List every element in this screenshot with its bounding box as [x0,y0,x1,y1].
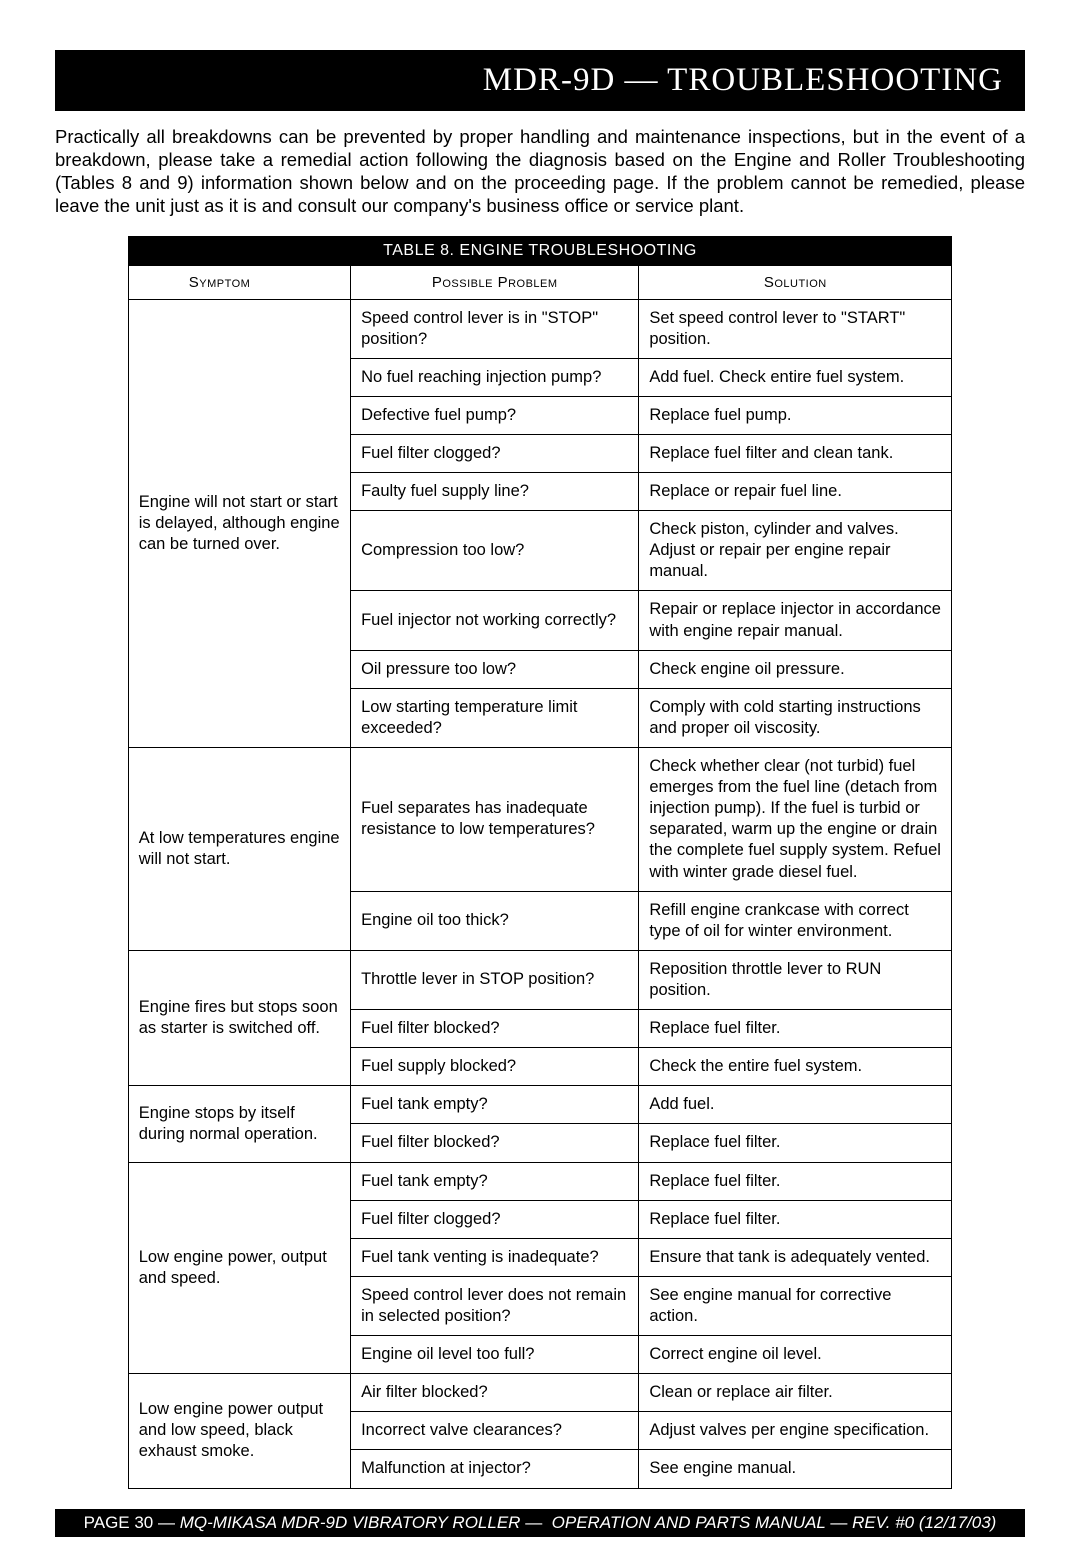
cell-solution: Check the entire fuel system. [639,1048,952,1086]
table-row: Engine will not start or start is delaye… [128,299,952,358]
page-container: MDR-9D — TROUBLESHOOTING Practically all… [0,0,1080,1567]
footer-sep2: — [525,1513,551,1532]
footer-sep3: — [830,1513,852,1532]
cell-solution: Reposition throttle lever to RUN positio… [639,950,952,1009]
footer-page: PAGE 30 [84,1513,154,1532]
cell-problem: Engine oil level too full? [351,1336,639,1374]
cell-solution: Set speed control lever to "START" posit… [639,299,952,358]
footer-sep1: — [158,1513,180,1532]
table-row: Engine stops by itself during normal ope… [128,1086,952,1124]
cell-symptom: Low engine power, output and speed. [128,1162,350,1374]
table-row: Low engine power output and low speed, b… [128,1374,952,1412]
cell-solution: Replace fuel filter and clean tank. [639,434,952,472]
page-footer: PAGE 30 — MQ-MIKASA MDR-9D VIBRATORY ROL… [55,1509,1025,1537]
header-problem: Possible Problem [351,265,639,299]
cell-solution: Refill engine crankcase with correct typ… [639,891,952,950]
cell-solution: Replace or repair fuel line. [639,473,952,511]
cell-symptom: Engine stops by itself during normal ope… [128,1086,350,1162]
cell-problem: Fuel filter blocked? [351,1010,639,1048]
cell-solution: Correct engine oil level. [639,1336,952,1374]
cell-problem: Speed control lever is in "STOP" positio… [351,299,639,358]
cell-solution: See engine manual. [639,1450,952,1488]
cell-symptom: Low engine power output and low speed, b… [128,1374,350,1488]
cell-problem: Defective fuel pump? [351,396,639,434]
cell-solution: Check engine oil pressure. [639,650,952,688]
cell-problem: Fuel filter blocked? [351,1124,639,1162]
cell-problem: Air filter blocked? [351,1374,639,1412]
table-caption: TABLE 8. ENGINE TROUBLESHOOTING [128,236,953,265]
cell-problem: Malfunction at injector? [351,1450,639,1488]
cell-symptom: At low temperatures engine will not star… [128,748,350,951]
cell-problem: Compression too low? [351,511,639,591]
cell-solution: Add fuel. Check entire fuel system. [639,358,952,396]
table-row: Engine fires but stops soon as starter i… [128,950,952,1009]
cell-problem: Faulty fuel supply line? [351,473,639,511]
cell-solution: Check whether clear (not turbid) fuel em… [639,748,952,892]
table-row: At low temperatures engine will not star… [128,748,952,892]
cell-problem: Fuel tank empty? [351,1086,639,1124]
cell-symptom: Engine fires but stops soon as starter i… [128,950,350,1085]
cell-solution: Adjust valves per engine specification. [639,1412,952,1450]
engine-troubleshooting-table: TABLE 8. ENGINE TROUBLESHOOTING Symptom … [128,236,953,1489]
page-title-bar: MDR-9D — TROUBLESHOOTING [55,50,1025,111]
cell-problem: Fuel filter clogged? [351,1200,639,1238]
table-row: Low engine power, output and speed.Fuel … [128,1162,952,1200]
cell-solution: Check piston, cylinder and valves. Adjus… [639,511,952,591]
cell-problem: Fuel tank empty? [351,1162,639,1200]
cell-solution: Repair or replace injector in accordance… [639,591,952,650]
footer-product: MQ-MIKASA MDR-9D VIBRATORY ROLLER [180,1513,521,1532]
cell-problem: Fuel injector not working correctly? [351,591,639,650]
table-wrapper: TABLE 8. ENGINE TROUBLESHOOTING Symptom … [128,236,953,1489]
cell-problem: Fuel tank venting is inadequate? [351,1238,639,1276]
footer-rev: REV. #0 (12/17/03) [852,1513,996,1532]
intro-paragraph: Practically all breakdowns can be preven… [55,125,1025,218]
cell-problem: Oil pressure too low? [351,650,639,688]
table-header-row: Symptom Possible Problem Solution [128,265,952,299]
cell-solution: Replace fuel filter. [639,1124,952,1162]
cell-problem: No fuel reaching injection pump? [351,358,639,396]
cell-problem: Speed control lever does not remain in s… [351,1276,639,1335]
cell-solution: See engine manual for corrective action. [639,1276,952,1335]
header-solution: Solution [639,265,952,299]
cell-problem: Engine oil too thick? [351,891,639,950]
cell-solution: Comply with cold starting instructions a… [639,688,952,747]
table-body: Engine will not start or start is delaye… [128,299,952,1488]
cell-problem: Incorrect valve clearances? [351,1412,639,1450]
cell-solution: Replace fuel filter. [639,1010,952,1048]
footer-manual: OPERATION AND PARTS MANUAL [552,1513,826,1532]
cell-solution: Ensure that tank is adequately vented. [639,1238,952,1276]
cell-problem: Throttle lever in STOP position? [351,950,639,1009]
cell-problem: Fuel supply blocked? [351,1048,639,1086]
cell-solution: Replace fuel filter. [639,1162,952,1200]
cell-solution: Add fuel. [639,1086,952,1124]
cell-solution: Clean or replace air filter. [639,1374,952,1412]
cell-problem: Fuel filter clogged? [351,434,639,472]
cell-problem: Fuel separates has inadequate resistance… [351,748,639,892]
cell-problem: Low starting temperature limit exceeded? [351,688,639,747]
header-symptom: Symptom [128,265,350,299]
cell-solution: Replace fuel pump. [639,396,952,434]
cell-solution: Replace fuel filter. [639,1200,952,1238]
cell-symptom: Engine will not start or start is delaye… [128,299,350,748]
